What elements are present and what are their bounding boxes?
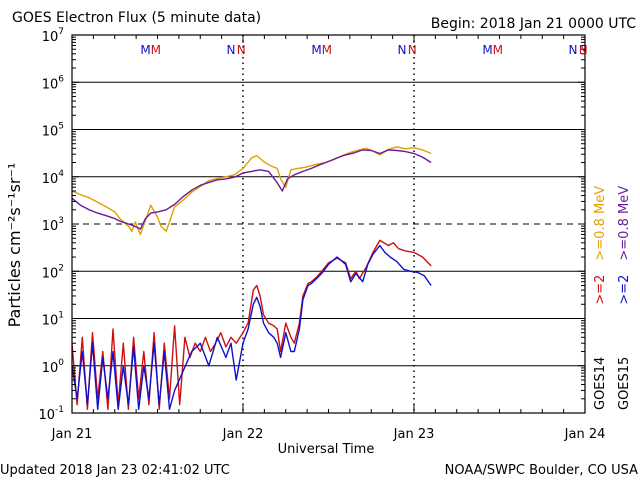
- event-marker: M: [493, 43, 503, 57]
- plot-grid: [72, 35, 585, 413]
- event-marker: M: [311, 43, 321, 57]
- event-marker: N: [227, 43, 236, 57]
- begin-time: Begin: 2018 Jan 21 0000 UTC: [431, 16, 636, 32]
- event-marker: N: [237, 43, 246, 57]
- x-tick-label: Jan 23: [393, 427, 435, 442]
- y-tick-label: 100: [42, 358, 65, 376]
- series-lines: [71, 146, 432, 410]
- legend-column: GOES14 >=2 >=0.8 MeV: [593, 186, 608, 410]
- y-tick-label: 106: [42, 74, 65, 92]
- series-line: [71, 146, 432, 236]
- source-credit: NOAA/SWPC Boulder, CO USA: [445, 463, 638, 478]
- event-marker: M: [140, 43, 150, 57]
- legend: GOES14 >=2 >=0.8 MeV GOES15 >=2 >=0.8 MeV: [593, 186, 632, 410]
- legend-entry: >=2: [617, 275, 632, 305]
- x-tick-label: Jan 24: [564, 427, 606, 442]
- series-line: [71, 149, 432, 230]
- event-marker: N: [569, 43, 578, 57]
- event-marker: M: [482, 43, 492, 57]
- event-marker: N: [408, 43, 417, 57]
- legend-satellite: GOES14: [593, 357, 608, 410]
- legend-text: GOES14 >=2 >=0.8 MeV: [593, 186, 608, 410]
- event-marker: M: [322, 43, 332, 57]
- updated-time: Updated 2018 Jan 23 02:41:02 UTC: [0, 463, 230, 478]
- event-marker: M: [151, 43, 161, 57]
- x-tick-label: Jan 22: [222, 427, 264, 442]
- x-axis-ticks: Jan 21 Jan 22 Jan 23 Jan 24: [51, 35, 606, 442]
- legend-entry: >=0.8 MeV: [593, 186, 608, 261]
- chart-title: GOES Electron Flux (5 minute data): [12, 10, 261, 26]
- series-line: [71, 244, 432, 410]
- legend-text: GOES15 >=2 >=0.8 MeV: [617, 186, 632, 410]
- y-tick-label: 103: [42, 216, 64, 234]
- y-axis-label: Particles cm⁻²s⁻¹sr⁻¹: [5, 163, 24, 328]
- y-tick-label: 10-1: [38, 405, 64, 423]
- legend-entry: >=0.8 MeV: [617, 186, 632, 261]
- y-axis-ticks: 10-1 100 101 102 103 104 105 106 107: [38, 27, 585, 423]
- x-axis-label: Universal Time: [278, 442, 375, 457]
- y-tick-label: 104: [42, 169, 65, 187]
- x-tick-label: Jan 21: [51, 427, 93, 442]
- event-marker: N: [579, 43, 588, 57]
- y-tick-label: 107: [42, 27, 64, 45]
- y-tick-label: 105: [42, 122, 64, 140]
- y-tick-label: 102: [42, 263, 64, 281]
- legend-satellite: GOES15: [617, 357, 632, 410]
- legend-column: GOES15 >=2 >=0.8 MeV: [617, 186, 632, 410]
- y-tick-label: 101: [42, 311, 64, 329]
- event-marker: N: [398, 43, 407, 57]
- legend-entry: >=2: [593, 275, 608, 305]
